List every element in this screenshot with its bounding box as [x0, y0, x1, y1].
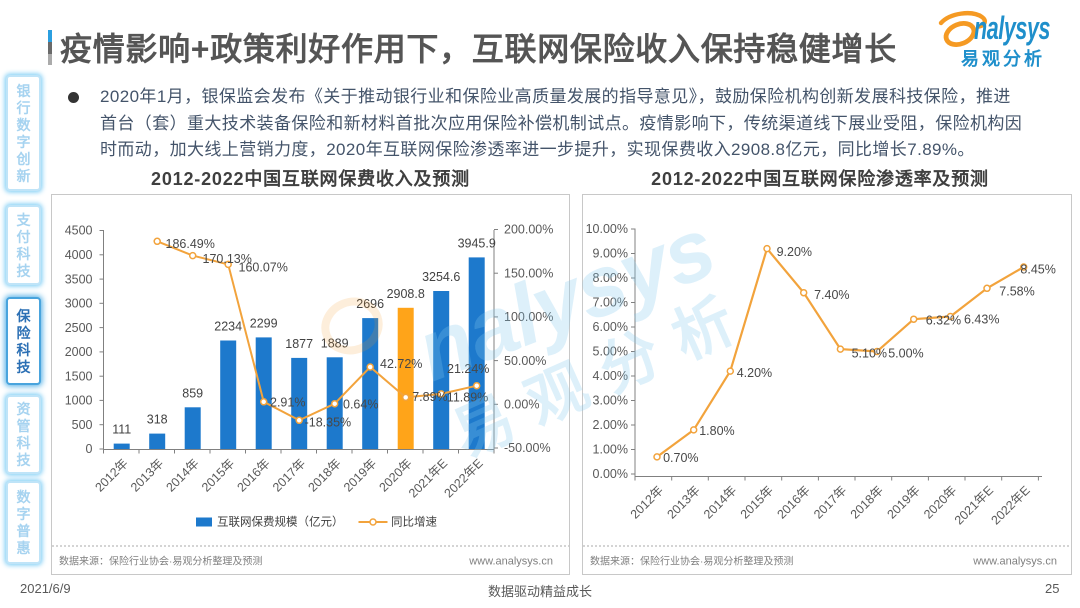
svg-text:7.89%: 7.89%: [412, 390, 447, 404]
svg-text:318: 318: [147, 413, 168, 427]
svg-text:3945.9: 3945.9: [458, 236, 496, 250]
svg-text:160.07%: 160.07%: [239, 261, 288, 275]
svg-text:9.20%: 9.20%: [777, 245, 812, 259]
svg-text:7.00%: 7.00%: [593, 296, 628, 310]
svg-text:3254.6: 3254.6: [422, 270, 460, 284]
svg-text:4000: 4000: [65, 248, 93, 262]
svg-text:5.00%: 5.00%: [593, 345, 628, 359]
svg-text:1000: 1000: [65, 394, 93, 408]
svg-text:2.00%: 2.00%: [593, 418, 628, 432]
svg-text:2234: 2234: [214, 320, 242, 334]
svg-text:2908.8: 2908.8: [387, 287, 425, 301]
svg-text:4.20%: 4.20%: [737, 366, 772, 380]
svg-text:2299: 2299: [250, 316, 278, 330]
svg-text:0: 0: [86, 442, 93, 456]
svg-text:0.00%: 0.00%: [504, 398, 539, 412]
svg-text:1500: 1500: [65, 369, 93, 383]
svg-text:8.00%: 8.00%: [593, 271, 628, 285]
svg-text:9.00%: 9.00%: [593, 247, 628, 261]
svg-text:2500: 2500: [65, 321, 93, 335]
svg-text:500: 500: [72, 418, 93, 432]
svg-text:7.58%: 7.58%: [999, 285, 1034, 299]
svg-text:3500: 3500: [65, 272, 93, 286]
svg-text:859: 859: [182, 386, 203, 400]
svg-text:150.00%: 150.00%: [504, 266, 553, 280]
svg-text:0.64%: 0.64%: [343, 397, 378, 411]
svg-text:2696: 2696: [356, 297, 384, 311]
svg-text:0.00%: 0.00%: [593, 467, 628, 481]
svg-text:5.00%: 5.00%: [888, 347, 923, 361]
svg-text:0.70%: 0.70%: [663, 451, 698, 465]
svg-text:2.91%: 2.91%: [270, 396, 305, 410]
svg-text:2000: 2000: [65, 345, 93, 359]
svg-text:170.13%: 170.13%: [203, 252, 252, 266]
svg-text:6.43%: 6.43%: [964, 312, 999, 326]
svg-text:-50.00%: -50.00%: [504, 441, 551, 455]
svg-text:互联网保费规模（亿元）: 互联网保费规模（亿元）: [217, 515, 344, 529]
svg-text:111: 111: [112, 423, 131, 437]
svg-text:1.80%: 1.80%: [699, 424, 734, 438]
svg-text:数据来源：保险行业协会·易观分析整理及预测: 数据来源：保险行业协会·易观分析整理及预测: [590, 555, 793, 568]
svg-text:nalysys: nalysys: [974, 10, 1050, 47]
svg-text:200.00%: 200.00%: [504, 223, 553, 237]
svg-text:6.32%: 6.32%: [926, 314, 961, 328]
svg-text:186.49%: 186.49%: [166, 237, 215, 251]
svg-text:www.analysys.cn: www.analysys.cn: [972, 556, 1057, 568]
svg-text:42.72%: 42.72%: [380, 357, 422, 371]
svg-text:数据来源：保险行业协会·易观分析整理及预测: 数据来源：保险行业协会·易观分析整理及预测: [59, 555, 262, 568]
svg-text:1.00%: 1.00%: [593, 443, 628, 457]
svg-text:11.89%: 11.89%: [447, 390, 488, 404]
svg-text:50.00%: 50.00%: [504, 354, 546, 368]
svg-text:1889: 1889: [321, 336, 349, 350]
svg-text:同比增速: 同比增速: [391, 515, 437, 529]
svg-text:-18.35%: -18.35%: [305, 415, 352, 429]
svg-text:7.40%: 7.40%: [814, 288, 849, 302]
svg-text:6.00%: 6.00%: [593, 320, 628, 334]
svg-text:3000: 3000: [65, 297, 93, 311]
svg-text:4.00%: 4.00%: [593, 369, 628, 383]
svg-text:100.00%: 100.00%: [504, 310, 553, 324]
svg-text:8.45%: 8.45%: [1020, 263, 1055, 277]
svg-text:3.00%: 3.00%: [593, 394, 628, 408]
svg-text:21.24%: 21.24%: [447, 362, 489, 376]
svg-text:5.10%: 5.10%: [852, 347, 887, 361]
svg-text:1877: 1877: [285, 337, 313, 351]
svg-text:www.analysys.cn: www.analysys.cn: [468, 556, 553, 568]
svg-text:易观分析: 易观分析: [961, 48, 1045, 69]
svg-text:4500: 4500: [65, 224, 93, 238]
svg-text:10.00%: 10.00%: [586, 222, 628, 236]
